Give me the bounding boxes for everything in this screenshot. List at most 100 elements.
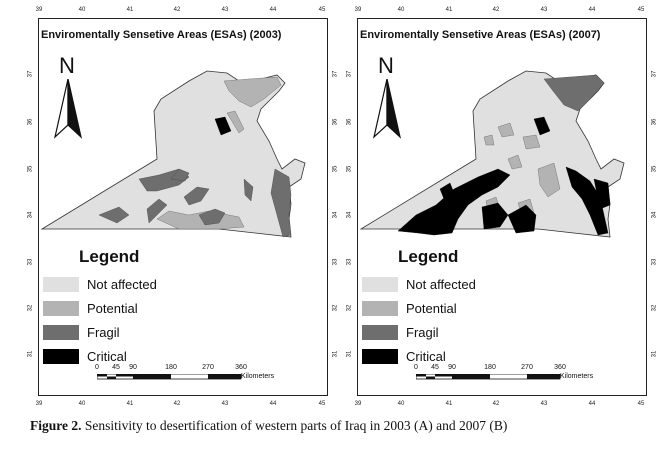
lon-tick: 40 <box>397 401 405 407</box>
lon-tick: 39 <box>354 7 362 13</box>
map-title: Enviromentally Sensetive Areas (ESAs) (2… <box>41 29 282 41</box>
lat-tick: 33 <box>332 258 339 266</box>
region-fragil <box>543 74 605 112</box>
region-potential <box>522 134 541 150</box>
legend-title: Legend <box>79 247 140 266</box>
scale-label: 90 <box>129 364 137 371</box>
region-fragil <box>198 208 226 226</box>
scale-bar: 0 45 90 180 270 360 Kilometers <box>410 364 593 386</box>
legend-label: Not affected <box>406 276 476 292</box>
scale-label: 360 <box>554 364 566 371</box>
caption-text: Sensitivity to desertification of wester… <box>81 418 508 433</box>
legend-swatch <box>362 348 398 364</box>
lon-tick: 43 <box>540 7 548 13</box>
lat-tick: 36 <box>27 118 34 126</box>
lat-tick: 34 <box>27 211 34 219</box>
legend-item: Not affected <box>362 275 476 293</box>
north-arrow-icon <box>53 79 83 139</box>
lat-tick: 37 <box>332 70 339 78</box>
lat-tick: 32 <box>27 304 34 312</box>
caption-label: Figure 2. <box>30 418 82 433</box>
scale-label: 45 <box>431 364 439 371</box>
scale-label: 45 <box>112 364 120 371</box>
lon-tick: 39 <box>35 401 43 407</box>
lat-tick: 34 <box>332 211 339 219</box>
map-graphic-2007 <box>359 70 625 238</box>
region-critical <box>565 166 609 236</box>
lon-tick: 43 <box>221 7 229 13</box>
map-graphic-2003 <box>40 70 306 238</box>
legend-label: Not affected <box>87 276 157 292</box>
legend-label: Fragil <box>87 324 120 340</box>
legend-label: Critical <box>406 348 446 364</box>
lon-tick: 39 <box>35 7 43 13</box>
lat-tick: 34 <box>651 211 658 219</box>
region-fragil <box>98 206 130 224</box>
lon-tick: 43 <box>540 401 548 407</box>
legend-item: Not affected <box>43 275 157 293</box>
region-critical <box>214 116 232 136</box>
legend-title: Legend <box>398 247 459 266</box>
region-potential <box>507 154 523 170</box>
region-potential <box>497 122 515 138</box>
lat-tick: 36 <box>346 118 353 126</box>
lon-tick: 45 <box>318 401 326 407</box>
lat-tick: 37 <box>651 70 658 78</box>
lon-tick: 42 <box>492 401 500 407</box>
region-fragil <box>146 198 168 224</box>
scale-bar-graphic <box>97 374 242 380</box>
region-potential <box>226 110 245 134</box>
region-potential <box>483 134 495 146</box>
lat-tick: 31 <box>332 350 339 358</box>
scale-label: 360 <box>235 364 247 371</box>
map-panel-2003: 39 40 41 42 43 44 45 39 40 41 42 43 44 4… <box>27 7 338 407</box>
north-arrow-icon <box>372 79 402 139</box>
lon-tick: 39 <box>354 401 362 407</box>
lon-tick: 45 <box>637 7 645 13</box>
legend-swatch <box>43 324 79 340</box>
figure-caption: Figure 2. Sensitivity to desertification… <box>30 418 507 434</box>
legend-swatch <box>362 324 398 340</box>
lon-tick: 45 <box>637 401 645 407</box>
legend-item: Potential <box>362 299 457 317</box>
lat-tick: 35 <box>651 165 658 173</box>
lat-tick: 37 <box>27 70 34 78</box>
region-critical <box>507 204 537 234</box>
lon-tick: 42 <box>173 401 181 407</box>
region-potential <box>223 76 282 108</box>
region-critical <box>593 178 611 210</box>
lon-tick: 41 <box>445 7 453 13</box>
region-critical <box>397 168 511 236</box>
north-label: N <box>59 53 75 78</box>
lon-tick: 44 <box>588 7 596 13</box>
lat-tick: 31 <box>651 350 658 358</box>
lon-tick: 40 <box>78 401 86 407</box>
legend-item: Fragil <box>362 323 439 341</box>
lat-tick: 35 <box>27 165 34 173</box>
scale-label: 270 <box>202 364 214 371</box>
region-potential <box>537 162 561 198</box>
lon-tick: 44 <box>588 401 596 407</box>
legend-item: Critical <box>43 347 127 365</box>
legend-item: Fragil <box>43 323 120 341</box>
scale-label: 270 <box>521 364 533 371</box>
lon-tick: 43 <box>221 401 229 407</box>
region-fragil <box>243 178 254 202</box>
lat-tick: 32 <box>346 304 353 312</box>
legend-swatch <box>43 276 79 292</box>
lon-tick: 41 <box>126 401 134 407</box>
lon-tick: 40 <box>78 7 86 13</box>
legend-swatch <box>362 300 398 316</box>
scale-label: 180 <box>484 364 496 371</box>
region-not-affected <box>40 70 306 238</box>
lat-tick: 35 <box>346 165 353 173</box>
lon-tick: 41 <box>126 7 134 13</box>
lon-tick: 42 <box>492 7 500 13</box>
lat-tick: 36 <box>332 118 339 126</box>
lon-tick: 44 <box>269 7 277 13</box>
legend-item: Potential <box>43 299 138 317</box>
lat-tick: 37 <box>346 70 353 78</box>
legend-label: Critical <box>87 348 127 364</box>
region-fragil <box>183 186 210 206</box>
lon-tick: 44 <box>269 401 277 407</box>
